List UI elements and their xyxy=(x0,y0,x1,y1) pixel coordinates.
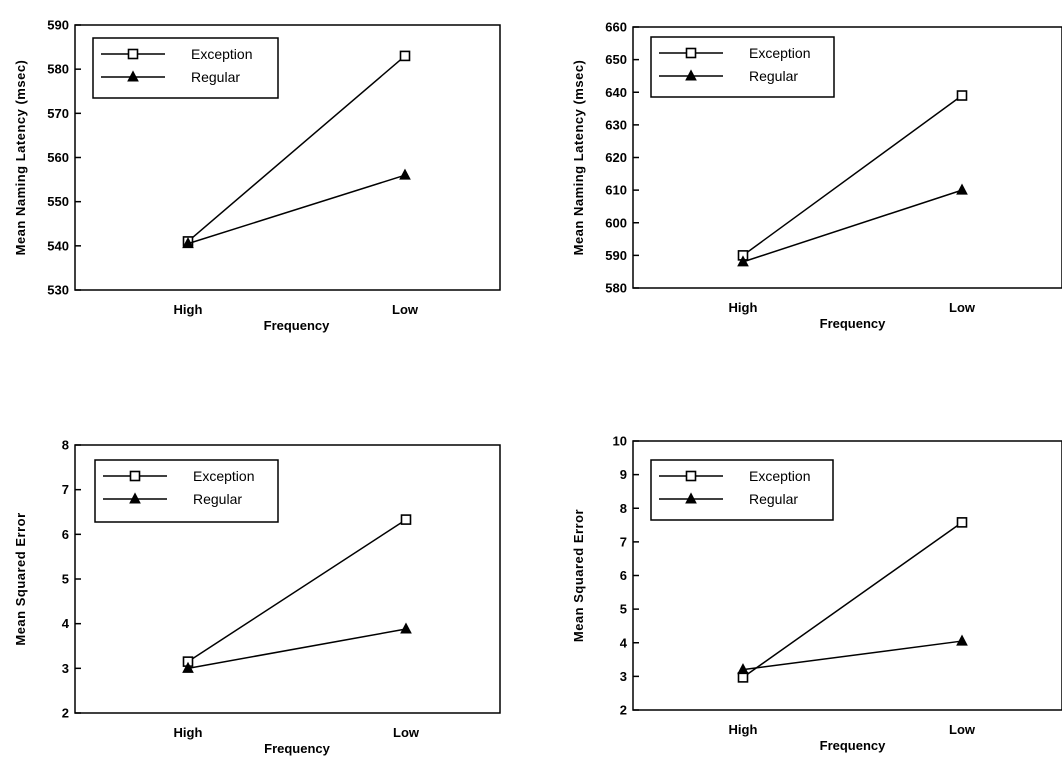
y-tick-label: 2 xyxy=(620,703,627,718)
series-line-exception xyxy=(187,55,406,242)
data-point-exception xyxy=(737,672,749,683)
data-point-regular xyxy=(956,183,968,195)
legend-label-regular: Regular xyxy=(193,491,242,507)
x-axis-title: Frequency xyxy=(264,318,331,333)
series-line-regular xyxy=(742,640,963,671)
y-tick-label: 10 xyxy=(613,434,627,449)
data-point-regular xyxy=(956,634,968,646)
legend-marker-exception xyxy=(685,47,697,59)
x-axis-title: Frequency xyxy=(820,738,887,753)
x-tick-label: Low xyxy=(392,302,419,317)
legend-marker-exception xyxy=(685,470,697,482)
y-tick-label: 5 xyxy=(62,572,69,587)
data-point-regular xyxy=(182,237,194,249)
x-tick-label: High xyxy=(174,302,203,317)
legend: Exception Regular xyxy=(92,37,279,99)
series-line-regular xyxy=(187,628,407,670)
y-tick-label: 9 xyxy=(620,467,627,482)
x-tick-label: High xyxy=(174,725,203,740)
x-axis-title: Frequency xyxy=(820,316,887,331)
legend-marker-exception xyxy=(127,48,139,60)
legend-marker-regular xyxy=(127,70,139,82)
data-point-exception xyxy=(956,517,968,528)
y-tick-label: 4 xyxy=(620,635,628,650)
legend-marker-exception xyxy=(129,470,141,482)
chart-panel-1: 530 540 550 560 570 580 590 High Low Frequency Mea… xyxy=(13,18,501,333)
legend: Exception Regular xyxy=(94,459,279,523)
y-tick-label: 550 xyxy=(47,194,69,209)
chart-panel-2: 580 590 600 610 620 630 640 650 660 High Low Freque… xyxy=(571,20,1062,331)
series-line-exception xyxy=(187,518,407,663)
legend: Exception Regular xyxy=(650,36,835,98)
chart-panel-4: 2 3 4 5 6 7 8 9 10 High Low Frequency Mean Squared E… xyxy=(571,434,1062,753)
x-axis-title: Frequency xyxy=(264,741,331,756)
legend-marker-regular xyxy=(685,492,697,504)
data-point-regular xyxy=(182,661,194,673)
y-tick-label: 620 xyxy=(605,150,627,165)
x-tick-label: High xyxy=(729,722,758,737)
y-axis-title: Mean Naming Latency (msec) xyxy=(571,60,586,256)
y-tick-label: 6 xyxy=(62,527,69,542)
data-point-regular xyxy=(400,622,412,634)
y-tick-label: 7 xyxy=(62,482,69,497)
legend-box xyxy=(650,459,834,521)
y-axis-title: Mean Squared Error xyxy=(571,509,586,642)
y-tick-label: 560 xyxy=(47,150,69,165)
y-tick-label: 3 xyxy=(62,661,69,676)
legend-label-regular: Regular xyxy=(749,68,798,84)
data-point-regular xyxy=(399,168,411,180)
y-tick-label: 4 xyxy=(62,616,70,631)
series-line-exception xyxy=(742,521,963,678)
x-tick-label: High xyxy=(729,300,758,315)
series-line-regular xyxy=(187,174,406,245)
series-line-regular xyxy=(742,189,963,263)
y-axis-title: Mean Naming Latency (msec) xyxy=(13,60,28,256)
legend-box xyxy=(650,36,835,98)
data-point-regular xyxy=(737,255,749,267)
y-tick-label: 540 xyxy=(47,238,69,253)
y-tick-label: 530 xyxy=(47,283,69,298)
chart-panel-3: 2 3 4 5 6 7 8 High Low Frequency Mean Squared Erro… xyxy=(13,438,501,756)
legend-label-exception: Exception xyxy=(193,468,254,484)
legend-label-exception: Exception xyxy=(749,45,810,61)
legend-box xyxy=(92,37,279,99)
data-point-exception xyxy=(399,50,411,62)
y-tick-label: 600 xyxy=(605,215,627,230)
legend-label-regular: Regular xyxy=(749,491,798,507)
data-point-regular xyxy=(737,663,749,675)
series-line-exception xyxy=(742,94,963,256)
y-tick-label: 580 xyxy=(47,62,69,77)
legend-marker-regular xyxy=(685,69,697,81)
y-tick-label: 3 xyxy=(620,669,627,684)
y-tick-label: 8 xyxy=(62,438,69,453)
legend-label-exception: Exception xyxy=(749,468,810,484)
y-tick-label: 8 xyxy=(620,501,627,516)
legend-box xyxy=(94,459,279,523)
legend: Exception Regular xyxy=(650,459,834,521)
y-tick-label: 640 xyxy=(605,85,627,100)
y-tick-label: 5 xyxy=(620,602,627,617)
legend-marker-regular xyxy=(129,492,141,504)
data-point-exception xyxy=(956,90,968,101)
y-tick-label: 610 xyxy=(605,183,627,198)
y-tick-label: 2 xyxy=(62,706,69,721)
y-tick-label: 650 xyxy=(605,52,627,67)
x-tick-label: Low xyxy=(393,725,420,740)
legend-label-exception: Exception xyxy=(191,46,252,62)
y-tick-label: 660 xyxy=(605,20,627,35)
data-point-exception xyxy=(400,514,412,525)
y-tick-label: 7 xyxy=(620,534,627,549)
legend-label-regular: Regular xyxy=(191,69,240,85)
y-tick-label: 580 xyxy=(605,281,627,296)
x-tick-label: Low xyxy=(949,722,976,737)
x-tick-label: Low xyxy=(949,300,976,315)
y-axis-title: Mean Squared Error xyxy=(13,512,28,645)
y-tick-label: 590 xyxy=(605,248,627,263)
y-tick-label: 590 xyxy=(47,18,69,33)
y-tick-label: 6 xyxy=(620,568,627,583)
y-tick-label: 570 xyxy=(47,106,69,121)
y-tick-label: 630 xyxy=(605,117,627,132)
